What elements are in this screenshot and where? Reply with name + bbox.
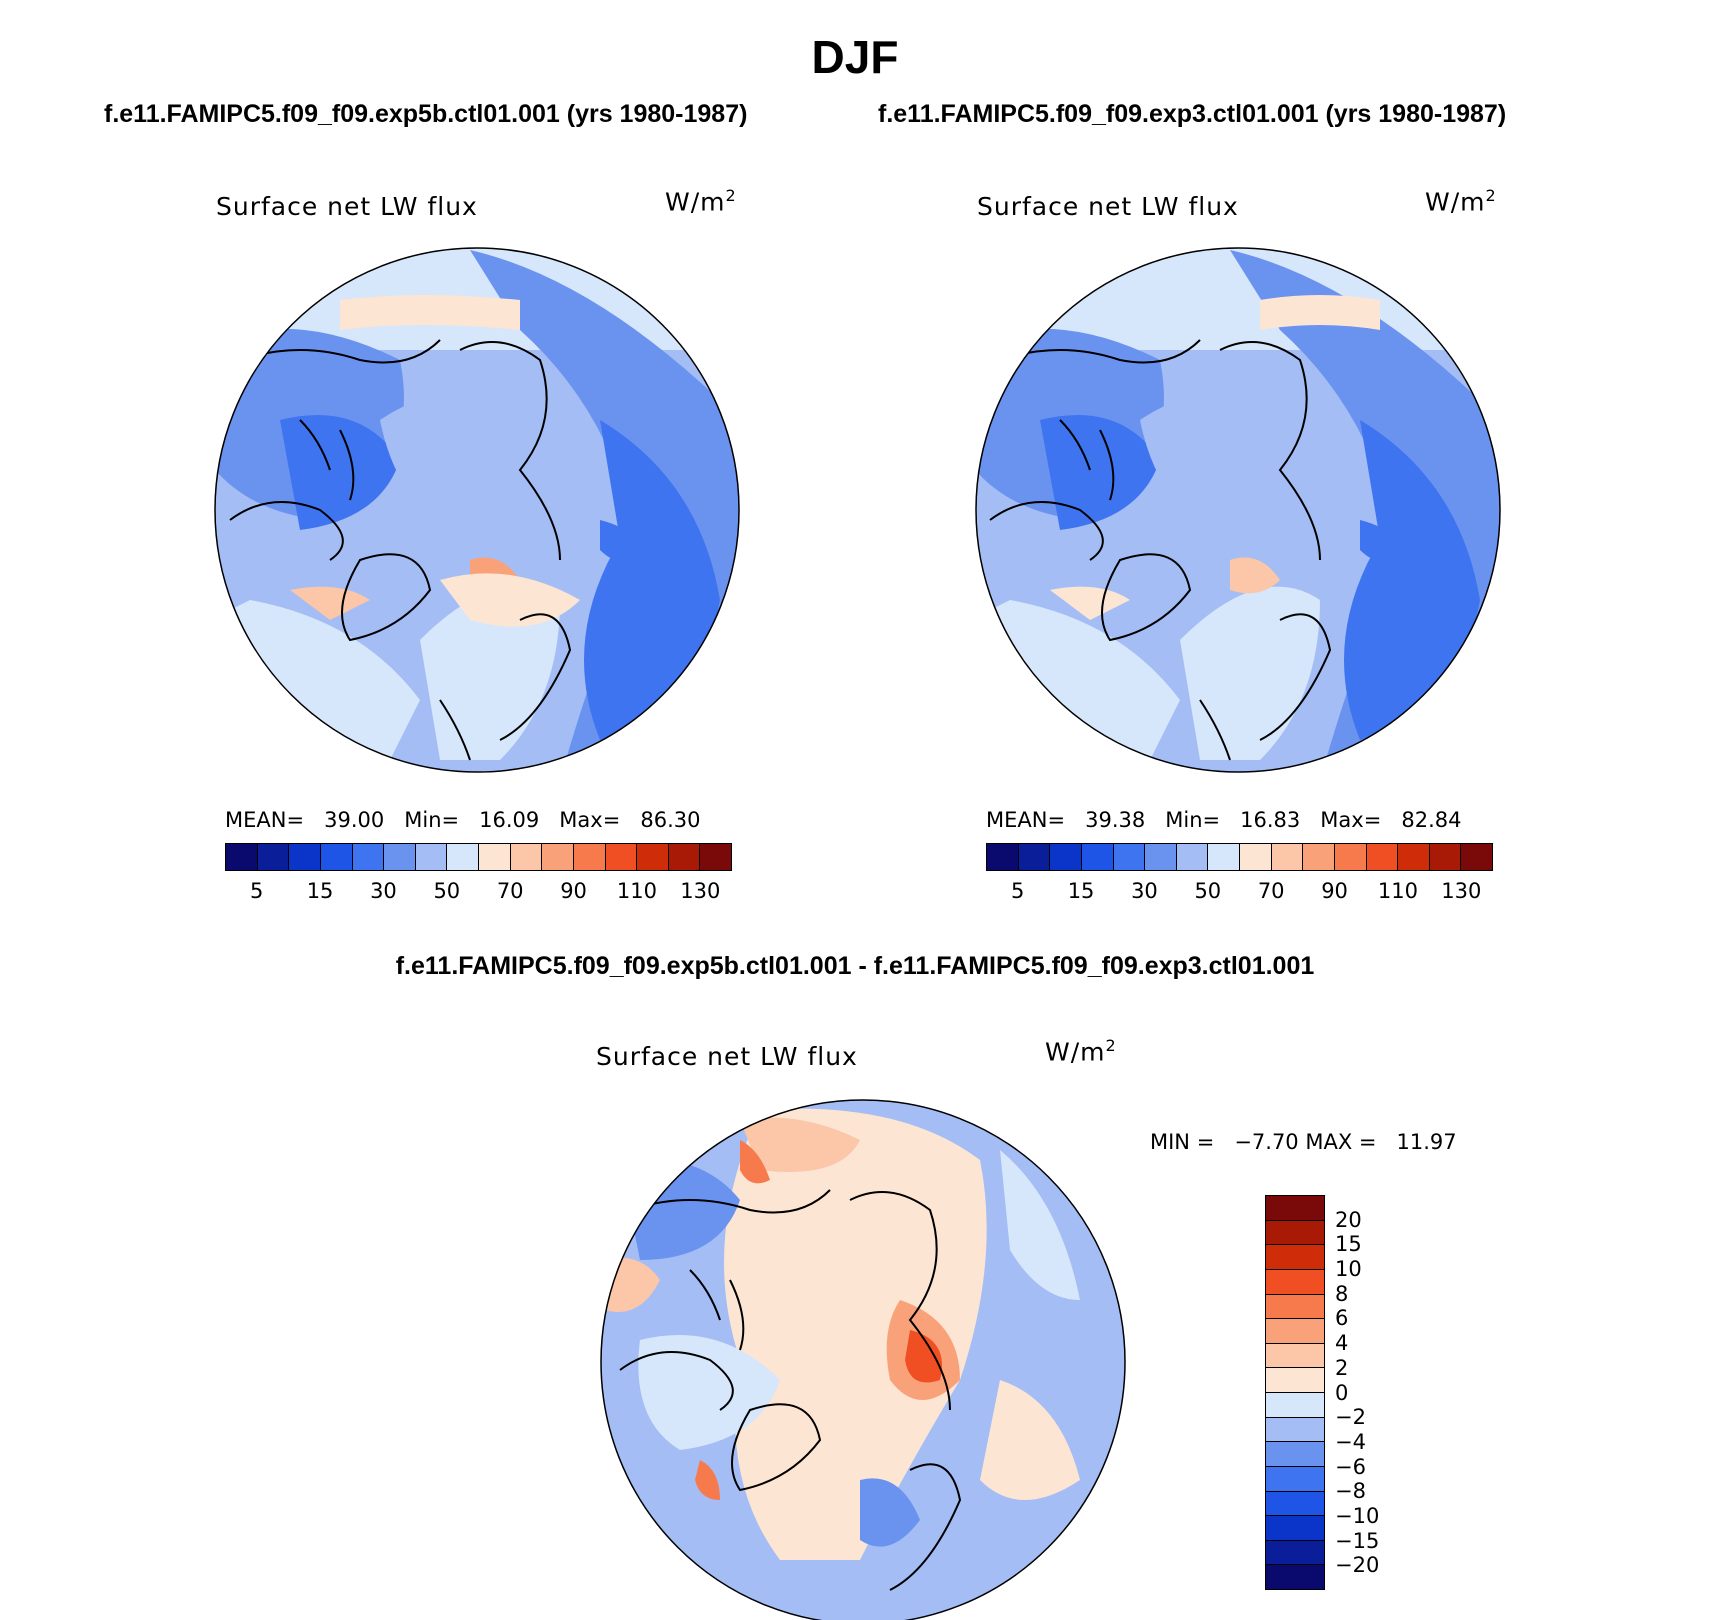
colorbar-swatch [1366,844,1399,870]
colorbar-swatch [1303,844,1335,870]
colorbar-tick-label: 130 [1441,879,1482,903]
colorbar-tick-label: 2 [1335,1355,1349,1380]
colorbar-tick-label: −6 [1335,1454,1366,1479]
colorbar-swatch [1266,1342,1324,1368]
colorbar-swatch [1266,1539,1324,1565]
colorbar-swatch [700,844,731,870]
panel1-units: W/m2 [665,186,737,217]
colorbar-tick-label: 70 [496,879,524,903]
colorbar-swatch [447,844,479,870]
colorbar-swatch [1113,844,1146,870]
colorbar-tick-label: −4 [1335,1429,1366,1454]
colorbar-swatch [415,844,448,870]
colorbar-tick-label: 15 [1067,879,1095,903]
colorbar-tick-label: −8 [1335,1479,1366,1504]
colorbar-swatch [1266,1318,1324,1343]
colorbar-swatch [542,844,574,870]
colorbar-tick-label: −15 [1335,1528,1380,1553]
colorbar-swatch [1461,844,1492,870]
colorbar-swatch [257,844,290,870]
colorbar-swatch [384,844,416,870]
colorbar-tick-label: 90 [1321,879,1348,903]
diff-variable-label: Surface net LW flux [596,1042,858,1071]
colorbar-swatch [226,844,258,870]
colorbar-tick-label: −2 [1335,1405,1366,1430]
colorbar-swatch [479,844,511,870]
panel2-case-title: f.e11.FAMIPC5.f09_f09.exp3.ctl01.001 (yr… [878,100,1507,128]
colorbar-tick-label: 110 [616,879,657,903]
colorbar-swatch [1266,1219,1324,1245]
diff-colorbar [1265,1195,1325,1590]
colorbar-swatch [1266,1392,1324,1417]
colorbar-swatch [573,844,606,870]
colorbar-tick-label: 5 [1011,879,1025,903]
colorbar-tick-label: 70 [1257,879,1285,903]
colorbar-swatch [1266,1416,1324,1442]
colorbar-swatch [352,844,385,870]
panel1-stats: MEAN= 39.00 Min= 16.09 Max= 86.30 [225,808,701,832]
colorbar-swatch [1266,1564,1324,1589]
colorbar-swatch [668,844,701,870]
colorbar-swatch [1266,1244,1324,1269]
colorbar-tick-label: 20 [1335,1207,1362,1232]
panel1-variable-label: Surface net LW flux [216,192,478,221]
colorbar-tick-label: 30 [1131,879,1158,903]
colorbar-swatch [1266,1196,1324,1220]
colorbar-swatch [1266,1293,1324,1319]
colorbar-swatch [510,844,543,870]
colorbar-swatch [1266,1367,1324,1392]
colorbar-tick-label: 90 [560,879,587,903]
colorbar-swatch [1176,844,1209,870]
colorbar-tick-label: 15 [1335,1232,1362,1257]
panel2-stats: MEAN= 39.38 Min= 16.83 Max= 82.84 [986,808,1462,832]
colorbar-swatch [1271,844,1304,870]
colorbar-swatch [1334,844,1367,870]
panel2-colorbar [986,843,1493,871]
colorbar-tick-label: −10 [1335,1503,1380,1528]
colorbar-swatch [1081,844,1114,870]
colorbar-tick-label: 30 [370,879,397,903]
panel2-units: W/m2 [1425,186,1497,217]
colorbar-tick-label: 50 [1194,879,1222,903]
panel1-colorbar [225,843,732,871]
colorbar-tick-label: 10 [1335,1257,1362,1282]
colorbar-tick-label: 6 [1335,1306,1349,1331]
colorbar-tick-label: 130 [680,879,721,903]
colorbar-tick-label: 110 [1377,879,1418,903]
colorbar-swatch [1266,1515,1324,1540]
figure-title: DJF [811,31,899,83]
colorbar-tick-label: 4 [1335,1331,1349,1356]
diff-units: W/m2 [1045,1036,1117,1067]
colorbar-swatch [1050,844,1082,870]
colorbar-tick-label: 8 [1335,1281,1349,1306]
colorbar-swatch [1145,844,1177,870]
colorbar-swatch [1240,844,1272,870]
diff-stats: MIN = −7.70 MAX = 11.97 [1150,1130,1457,1154]
colorbar-swatch [320,844,353,870]
colorbar-swatch [1398,844,1430,870]
colorbar-swatch [289,844,321,870]
colorbar-tick-label: 5 [250,879,264,903]
colorbar-tick-label: −20 [1335,1553,1380,1578]
colorbar-swatch [1266,1490,1324,1516]
colorbar-swatch [1266,1465,1324,1491]
colorbar-tick-label: 0 [1335,1380,1349,1405]
colorbar-swatch [1266,1268,1324,1294]
colorbar-tick-label: 15 [306,879,334,903]
colorbar-swatch [1208,844,1240,870]
colorbar-swatch [1266,1441,1324,1466]
colorbar-swatch [637,844,669,870]
colorbar-swatch [605,844,638,870]
colorbar-swatch [1018,844,1051,870]
diff-case-title: f.e11.FAMIPC5.f09_f09.exp5b.ctl01.001 - … [395,952,1315,980]
colorbar-swatch [987,844,1019,870]
colorbar-swatch [1429,844,1462,870]
panel1-case-title: f.e11.FAMIPC5.f09_f09.exp5b.ctl01.001 (y… [104,100,748,128]
colorbar-tick-label: 50 [433,879,461,903]
panel2-variable-label: Surface net LW flux [977,192,1239,221]
